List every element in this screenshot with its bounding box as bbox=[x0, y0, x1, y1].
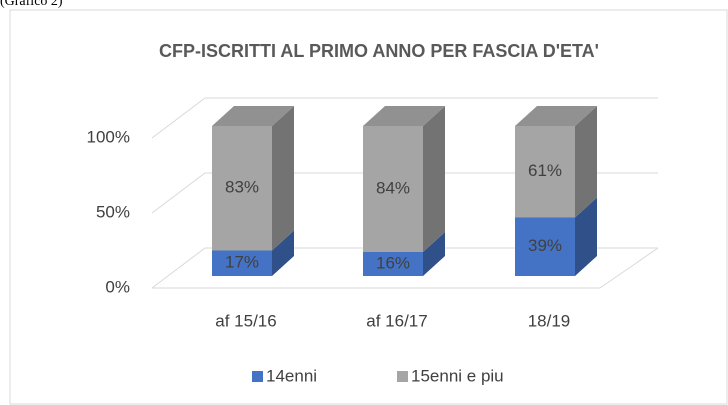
bar-front bbox=[515, 217, 575, 276]
bar-side bbox=[423, 232, 445, 276]
bar-front bbox=[363, 252, 423, 276]
data-label: 84% bbox=[376, 178, 410, 197]
bar-side bbox=[272, 106, 294, 251]
bar-front bbox=[363, 126, 423, 252]
x-tick-label: af 16/17 bbox=[366, 311, 427, 330]
bar-side bbox=[575, 197, 597, 276]
floor-right-edge bbox=[599, 247, 659, 289]
figure-note: (Grafico 2) bbox=[0, 0, 63, 9]
bar-side bbox=[423, 106, 445, 252]
grid-line bbox=[151, 97, 658, 139]
bar-top bbox=[515, 106, 597, 126]
grid-line bbox=[151, 172, 658, 214]
legend-swatch bbox=[397, 371, 408, 382]
chart-title: CFP-ISCRITTI AL PRIMO ANNO PER FASCIA D'… bbox=[159, 41, 599, 61]
y-tick-label: 0% bbox=[105, 277, 130, 296]
bar-front bbox=[212, 250, 272, 276]
grid-line bbox=[151, 247, 658, 289]
y-tick-label: 50% bbox=[96, 202, 130, 221]
y-tick-label: 100% bbox=[87, 127, 130, 146]
bar-side bbox=[575, 106, 597, 218]
data-label: 16% bbox=[376, 253, 410, 272]
bar-top bbox=[212, 106, 294, 126]
bar-front bbox=[515, 126, 575, 218]
bar-front bbox=[212, 126, 272, 251]
bar-top bbox=[363, 106, 445, 126]
data-label: 83% bbox=[225, 178, 259, 197]
legend-label: 14enni bbox=[266, 366, 317, 385]
x-tick-label: af 15/16 bbox=[215, 311, 276, 330]
x-tick-label: 18/19 bbox=[528, 311, 571, 330]
data-label: 61% bbox=[528, 161, 562, 180]
legend-swatch bbox=[252, 371, 263, 382]
bar-side bbox=[272, 230, 294, 276]
data-label: 17% bbox=[225, 253, 259, 272]
data-label: 39% bbox=[528, 236, 562, 255]
legend-label: 15enni e piu bbox=[411, 366, 504, 385]
